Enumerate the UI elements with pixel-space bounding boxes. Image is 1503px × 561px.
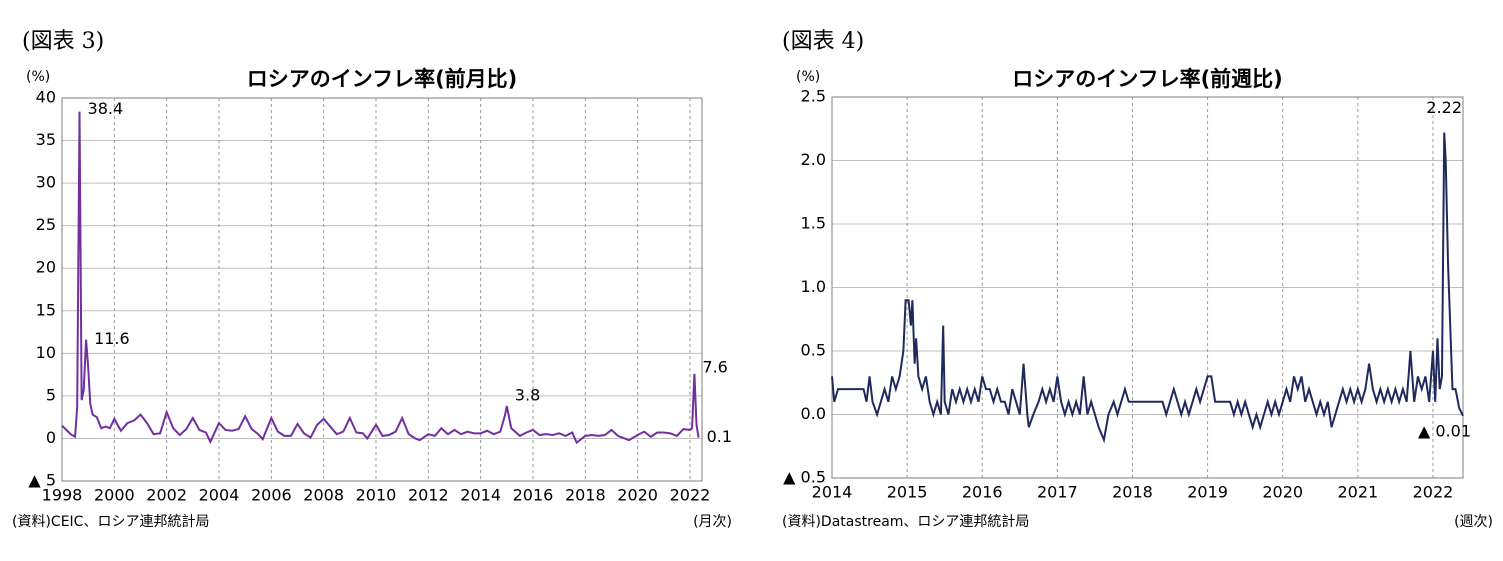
y-tick-label: 25: [36, 215, 56, 234]
x-tick-label: 2008: [303, 486, 344, 505]
y-tick-label: ▲ 0.5: [783, 468, 826, 487]
series-line: [831, 132, 1464, 444]
y-unit: (%): [796, 69, 820, 85]
y-tick-label: 1.0: [801, 277, 826, 296]
x-tick-label: 2000: [94, 486, 135, 505]
figure-label: (図表 4): [782, 29, 864, 54]
annotation: ▲ 0.01: [1418, 421, 1471, 440]
plot-border: [61, 97, 703, 482]
y-tick-label: 10: [36, 343, 56, 362]
x-tick-label: 2010: [356, 486, 397, 505]
x-tick-label: 2016: [513, 486, 554, 505]
x-tick-label: 2014: [812, 483, 853, 502]
y-tick-label: 2.5: [801, 87, 826, 106]
annotation: 3.8: [515, 386, 540, 405]
y-tick-label: 40: [36, 88, 56, 107]
annotation: 38.4: [88, 99, 124, 118]
x-tick-label: 2002: [146, 486, 187, 505]
x-tick-label: 2021: [1337, 483, 1378, 502]
x-tick-label: 2015: [887, 483, 928, 502]
series-line: [61, 111, 700, 445]
x-tick-label: 2006: [251, 486, 292, 505]
x-tick-label: 2018: [565, 486, 606, 505]
figure-label: (図表 3): [22, 29, 104, 54]
x-tick-label: 2022: [1413, 483, 1454, 502]
x-unit: (週次): [1454, 514, 1493, 530]
x-tick-label: 2019: [1187, 483, 1228, 502]
source: (資料)Datastream、ロシア連邦統計局: [782, 514, 1029, 530]
y-tick-label: 20: [36, 258, 56, 277]
y-tick-label: 5: [46, 385, 56, 404]
y-tick-label: ▲ 5: [28, 471, 56, 490]
x-tick-label: 2022: [670, 486, 711, 505]
x-tick-label: 2014: [460, 486, 501, 505]
chart-title: ロシアのインフレ率(前週比): [1012, 67, 1283, 91]
x-tick-label: 1998: [42, 486, 83, 505]
x-tick-label: 2020: [1262, 483, 1303, 502]
annotation: 7.6: [702, 357, 727, 376]
y-tick-label: 35: [36, 130, 56, 149]
plot-border: [831, 96, 1464, 479]
x-tick-label: 2020: [617, 486, 658, 505]
x-tick-label: 2017: [1037, 483, 1078, 502]
y-tick-label: 0.0: [801, 404, 826, 423]
y-tick-label: 1.5: [801, 214, 826, 233]
y-tick-label: 30: [36, 173, 56, 192]
annotation: 0.1: [707, 427, 732, 446]
x-tick-label: 2004: [199, 486, 240, 505]
y-tick-label: 2.0: [801, 150, 826, 169]
y-tick-label: 15: [36, 300, 56, 319]
x-tick-label: 2012: [408, 486, 449, 505]
x-tick-label: 2018: [1112, 483, 1153, 502]
x-tick-label: 2016: [962, 483, 1003, 502]
y-tick-label: 0.5: [801, 341, 826, 360]
y-tick-label: 0: [46, 428, 56, 447]
annotation: 2.22: [1426, 98, 1462, 117]
y-unit: (%): [26, 69, 50, 85]
annotation: 11.6: [94, 329, 130, 348]
x-unit: (月次): [693, 514, 732, 530]
source: (資料)CEIC、ロシア連邦統計局: [12, 514, 209, 530]
chart-title: ロシアのインフレ率(前月比): [247, 67, 518, 91]
